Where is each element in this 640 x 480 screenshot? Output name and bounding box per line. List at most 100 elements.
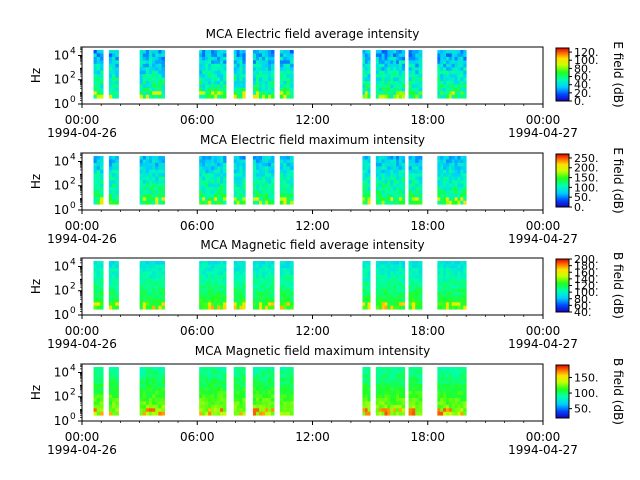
spectrogram-cell bbox=[96, 200, 101, 205]
spectrogram-cell bbox=[446, 404, 450, 409]
spectrogram-cell bbox=[381, 84, 385, 89]
spectrogram-cell bbox=[148, 186, 153, 191]
spectrogram-cell bbox=[440, 77, 444, 82]
spectrogram-cell bbox=[393, 387, 397, 392]
spectrogram-cell bbox=[390, 305, 394, 310]
spectrogram-cell bbox=[367, 156, 371, 160]
spectrogram-cell bbox=[440, 50, 444, 54]
spectrogram-cell bbox=[457, 53, 461, 58]
spectrogram-cell bbox=[446, 285, 450, 289]
spectrogram-cell bbox=[451, 370, 456, 375]
spectrogram-cell bbox=[148, 291, 153, 296]
spectrogram-cell bbox=[223, 176, 227, 181]
spectrogram-cell bbox=[108, 288, 113, 293]
spectrogram-cell bbox=[99, 91, 104, 96]
spectrogram-cell bbox=[387, 94, 391, 99]
spectrogram-cell bbox=[408, 391, 413, 395]
spectrogram-cell bbox=[378, 278, 383, 283]
spectrogram-cell bbox=[283, 384, 287, 389]
spectrogram-cell bbox=[283, 404, 287, 409]
spectrogram-cell bbox=[454, 186, 458, 191]
spectrogram-cell bbox=[155, 370, 159, 375]
spectrogram-cell bbox=[142, 50, 147, 54]
spectrogram-cell bbox=[236, 94, 240, 99]
spectrogram-cell bbox=[463, 67, 467, 72]
spectrogram-cell bbox=[279, 84, 284, 89]
spectrogram-cell bbox=[454, 173, 458, 178]
spectrogram-cell bbox=[142, 295, 147, 300]
spectrogram-cell bbox=[375, 391, 380, 395]
y-tick-exponent: 0 bbox=[70, 201, 76, 211]
spectrogram-cell bbox=[271, 200, 275, 205]
spectrogram-cell bbox=[390, 401, 394, 406]
spectrogram-cell bbox=[112, 84, 116, 89]
spectrogram-cell bbox=[258, 166, 263, 171]
spectrogram-cell bbox=[443, 67, 447, 72]
spectrogram-cell bbox=[384, 56, 388, 61]
spectrogram-cell bbox=[239, 295, 243, 300]
spectrogram-cell bbox=[255, 166, 260, 171]
spectrogram-cell bbox=[115, 156, 119, 160]
colorbar-tick-label: 50. bbox=[574, 403, 592, 416]
spectrogram-cell bbox=[152, 408, 156, 413]
spectrogram-cell bbox=[396, 91, 400, 96]
spectrogram-cell bbox=[112, 261, 116, 265]
spectrogram-cell bbox=[286, 394, 291, 399]
spectrogram-cell bbox=[99, 302, 104, 307]
spectrogram-cell bbox=[367, 176, 371, 181]
colorbar-tick-label: 150. bbox=[574, 371, 599, 384]
spectrogram-cell bbox=[255, 377, 260, 382]
spectrogram-cell bbox=[155, 63, 159, 68]
spectrogram-cell bbox=[381, 91, 385, 96]
spectrogram-cell bbox=[115, 261, 119, 265]
spectrogram-cell bbox=[258, 394, 263, 399]
spectrogram-cell bbox=[378, 387, 383, 392]
spectrogram-cell bbox=[155, 193, 159, 198]
spectrogram-cell bbox=[242, 156, 246, 160]
spectrogram-cell bbox=[202, 411, 206, 416]
spectrogram-cell bbox=[279, 288, 284, 293]
spectrogram-cell bbox=[393, 401, 397, 406]
spectrogram-cell bbox=[286, 408, 291, 413]
spectrogram-cell bbox=[242, 77, 246, 82]
spectrogram-cell bbox=[398, 281, 403, 286]
spectrogram-cell bbox=[454, 159, 458, 164]
spectrogram-cell bbox=[283, 271, 287, 276]
spectrogram-cell bbox=[437, 180, 441, 184]
spectrogram-cell bbox=[271, 411, 275, 416]
spectrogram-cell bbox=[262, 87, 266, 92]
spectrogram-cell bbox=[454, 67, 458, 72]
spectrogram-cell bbox=[446, 278, 450, 283]
spectrogram-cell bbox=[375, 401, 380, 406]
spectrogram-cell bbox=[236, 180, 240, 184]
colorbar-tick-label: 100. bbox=[574, 181, 599, 194]
spectrogram-cell bbox=[279, 394, 284, 399]
spectrogram-cell bbox=[220, 298, 224, 303]
spectrogram-cell bbox=[393, 74, 397, 78]
spectrogram-cell bbox=[398, 291, 403, 296]
spectrogram-cell bbox=[460, 302, 464, 307]
spectrogram-cell bbox=[457, 397, 461, 402]
spectrogram-cell bbox=[367, 394, 371, 399]
spectrogram-cell bbox=[220, 278, 224, 283]
spectrogram-cell bbox=[279, 162, 284, 167]
spectrogram-cell bbox=[381, 63, 385, 68]
spectrogram-cell bbox=[387, 267, 391, 272]
spectrogram-cell bbox=[408, 404, 413, 409]
spectrogram-cell bbox=[145, 159, 150, 164]
spectrogram-cell bbox=[381, 94, 385, 99]
spectrogram-cell bbox=[262, 401, 266, 406]
spectrogram-cell bbox=[161, 408, 165, 413]
spectrogram-cell bbox=[396, 302, 400, 307]
spectrogram-cell bbox=[408, 267, 413, 272]
spectrogram-cell bbox=[286, 373, 291, 378]
spectrogram-cell bbox=[139, 298, 144, 303]
spectrogram-cell bbox=[158, 53, 162, 58]
colorbar-tick-label: 80. bbox=[574, 62, 592, 75]
spectrogram-cell bbox=[155, 159, 159, 164]
spectrogram-cell bbox=[463, 186, 467, 191]
spectrogram-cell bbox=[142, 305, 147, 310]
spectrogram-cell bbox=[99, 159, 104, 164]
spectrogram-cell bbox=[208, 408, 212, 413]
spectrogram-cell bbox=[152, 367, 156, 371]
